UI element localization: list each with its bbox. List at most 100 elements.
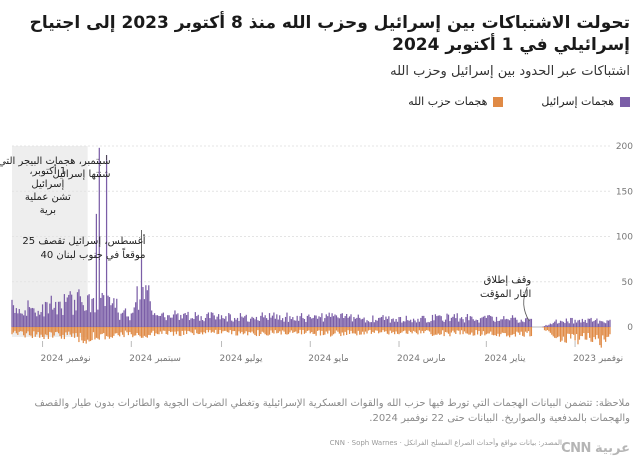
bar-israel (519, 322, 521, 327)
bar-hezbollah (347, 327, 349, 331)
bar-hezbollah (12, 327, 15, 333)
bar-israel (126, 316, 128, 327)
bar-hezbollah (73, 327, 76, 338)
bar-hezbollah (440, 327, 442, 335)
bar-israel (453, 314, 455, 327)
bar-israel (44, 301, 47, 327)
ground-operation-label-line: برية (40, 205, 56, 216)
bar-hezbollah (242, 327, 244, 335)
bar-hezbollah (129, 327, 131, 333)
bar-hezbollah (504, 327, 506, 334)
bar-israel (68, 294, 70, 327)
bar-israel (85, 310, 87, 327)
bar-hezbollah (142, 327, 144, 338)
bar-israel (130, 313, 132, 327)
bar-hezbollah (260, 327, 262, 335)
bar-hezbollah (548, 327, 550, 332)
chart-source: المصدر: بيانات مواقع وأحداث الصراع المسل… (329, 439, 562, 447)
bar-hezbollah (81, 327, 83, 341)
bar-hezbollah (472, 327, 474, 336)
bar-hezbollah (28, 327, 31, 336)
bar-hezbollah (17, 327, 19, 335)
bar-hezbollah (571, 327, 573, 334)
bar-israel (522, 321, 524, 327)
bar-israel (443, 321, 445, 327)
bar-israel (303, 319, 306, 327)
bar-hezbollah (41, 327, 44, 337)
bar-israel (471, 316, 473, 327)
bar-hezbollah (164, 327, 166, 331)
bar-hezbollah (380, 327, 383, 333)
bar-hezbollah (573, 327, 575, 335)
bar-hezbollah (340, 327, 342, 337)
bar-hezbollah (137, 327, 140, 335)
bar-hezbollah (212, 327, 214, 332)
bar-israel (524, 318, 527, 327)
bar-hezbollah (491, 327, 493, 335)
bar-israel (506, 318, 508, 327)
bar-israel (191, 318, 194, 327)
bar-israel (232, 321, 234, 327)
ground-operation-label-line: 1 أكتوبر، (29, 164, 66, 177)
x-tick-label: نوفمبر 2024 (41, 354, 91, 364)
bar-israel (251, 316, 253, 327)
bar-hezbollah (430, 327, 432, 335)
bar-israel (327, 316, 329, 327)
bar-hezbollah (37, 327, 39, 333)
bar-israel (95, 213, 98, 328)
bar-israel (199, 320, 201, 327)
bar-israel (20, 313, 22, 327)
bar-israel (277, 319, 279, 327)
bar-hezbollah (171, 327, 173, 332)
bar-hezbollah (303, 327, 306, 334)
bar-israel (248, 321, 250, 327)
bar-hezbollah (605, 327, 607, 342)
bar-israel (194, 312, 196, 327)
bar-israel (562, 321, 565, 327)
bar-israel (228, 313, 230, 327)
bar-hezbollah (245, 327, 247, 332)
bar-israel (114, 307, 116, 327)
bar-hezbollah (524, 327, 527, 332)
bar-israel (392, 318, 394, 327)
bar-hezbollah (228, 327, 230, 333)
bar-israel (206, 313, 208, 327)
bar-israel (104, 306, 106, 327)
bar-hezbollah (500, 327, 502, 335)
bar-israel (603, 322, 605, 327)
bar-hezbollah (55, 327, 57, 333)
bar-israel (548, 324, 550, 327)
bar-israel (213, 315, 215, 327)
bar-hezbollah (244, 327, 246, 334)
bar-israel (405, 315, 407, 327)
bar-israel (321, 313, 323, 327)
bar-israel (530, 318, 533, 327)
bar-israel (440, 316, 442, 327)
bar-israel (511, 315, 514, 327)
bar-israel (165, 320, 167, 327)
bar-hezbollah (350, 327, 352, 331)
bar-hezbollah (481, 327, 483, 335)
y-tick-label: 150 (616, 187, 633, 197)
bar-israel (501, 319, 503, 327)
bar-israel (335, 315, 338, 327)
bar-israel (309, 317, 311, 327)
bar-hezbollah (570, 327, 572, 339)
bar-israel (284, 316, 287, 327)
bar-israel (492, 320, 495, 327)
bar-hezbollah (20, 327, 22, 332)
bar-israel (497, 321, 499, 327)
bar-hezbollah (143, 327, 146, 336)
bar-israel (458, 321, 460, 327)
bar-israel (491, 316, 493, 327)
bar-israel (402, 321, 405, 327)
bar-israel (373, 322, 375, 327)
bar-israel (87, 295, 89, 327)
bar-israel (421, 315, 423, 327)
bar-hezbollah (40, 327, 42, 335)
bar-hezbollah (14, 327, 16, 331)
bar-israel (260, 315, 262, 327)
bar-israel (306, 315, 308, 327)
bar-israel (559, 320, 562, 327)
bar-hezbollah (217, 327, 220, 334)
